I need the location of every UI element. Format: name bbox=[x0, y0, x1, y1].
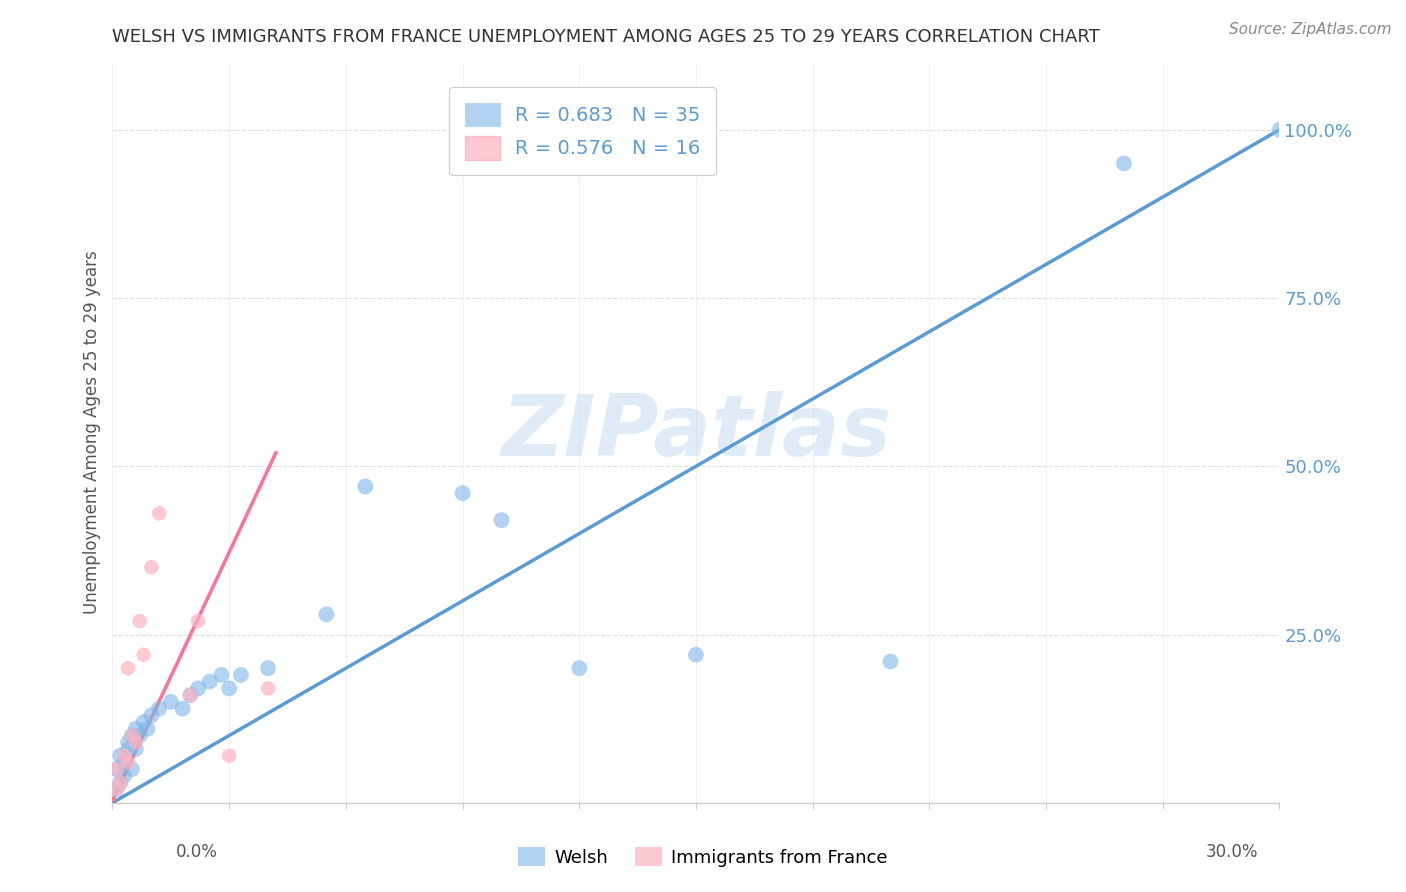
Point bbox=[879, 655, 901, 669]
Point bbox=[229, 668, 252, 682]
Point bbox=[117, 735, 139, 749]
Point bbox=[451, 486, 474, 500]
Point bbox=[218, 748, 240, 763]
Point bbox=[125, 722, 148, 736]
Text: ZIPatlas: ZIPatlas bbox=[501, 391, 891, 475]
Point bbox=[160, 695, 183, 709]
Point bbox=[148, 701, 170, 715]
Text: Source: ZipAtlas.com: Source: ZipAtlas.com bbox=[1229, 22, 1392, 37]
Point bbox=[128, 729, 150, 743]
Point bbox=[179, 688, 201, 702]
Point bbox=[148, 507, 170, 521]
Point bbox=[257, 681, 280, 696]
Point bbox=[105, 762, 128, 776]
Point bbox=[112, 769, 135, 783]
Point bbox=[1112, 156, 1135, 170]
Point bbox=[187, 681, 209, 696]
Legend: Welsh, Immigrants from France: Welsh, Immigrants from France bbox=[510, 840, 896, 874]
Point bbox=[128, 614, 150, 628]
Point bbox=[117, 742, 139, 756]
Point bbox=[105, 782, 128, 797]
Point bbox=[110, 775, 132, 789]
Legend: R = 0.683   N = 35, R = 0.576   N = 16: R = 0.683 N = 35, R = 0.576 N = 16 bbox=[449, 87, 716, 175]
Point bbox=[257, 661, 280, 675]
Point bbox=[117, 661, 139, 675]
Point bbox=[141, 560, 163, 574]
Point bbox=[172, 701, 194, 715]
Point bbox=[209, 668, 232, 682]
Point bbox=[354, 479, 377, 493]
Point bbox=[218, 681, 240, 696]
Point bbox=[685, 648, 707, 662]
Point bbox=[136, 722, 159, 736]
Point bbox=[179, 688, 201, 702]
Point bbox=[112, 748, 135, 763]
Text: WELSH VS IMMIGRANTS FROM FRANCE UNEMPLOYMENT AMONG AGES 25 TO 29 YEARS CORRELATI: WELSH VS IMMIGRANTS FROM FRANCE UNEMPLOY… bbox=[112, 28, 1101, 45]
Point bbox=[315, 607, 337, 622]
Point bbox=[491, 513, 513, 527]
Point bbox=[132, 648, 155, 662]
Point bbox=[112, 756, 135, 770]
Point bbox=[110, 775, 132, 789]
Point bbox=[121, 762, 143, 776]
Point bbox=[132, 714, 155, 729]
Point bbox=[568, 661, 591, 675]
Point bbox=[198, 674, 221, 689]
Point bbox=[121, 729, 143, 743]
Point bbox=[187, 614, 209, 628]
Point bbox=[141, 708, 163, 723]
Text: 30.0%: 30.0% bbox=[1206, 843, 1258, 861]
Point bbox=[117, 756, 139, 770]
Point bbox=[1268, 122, 1291, 136]
Point bbox=[105, 762, 128, 776]
Point bbox=[110, 748, 132, 763]
Text: 0.0%: 0.0% bbox=[176, 843, 218, 861]
Point bbox=[125, 735, 148, 749]
Point bbox=[125, 742, 148, 756]
Point bbox=[105, 782, 128, 797]
Y-axis label: Unemployment Among Ages 25 to 29 years: Unemployment Among Ages 25 to 29 years bbox=[83, 251, 101, 615]
Point bbox=[121, 729, 143, 743]
